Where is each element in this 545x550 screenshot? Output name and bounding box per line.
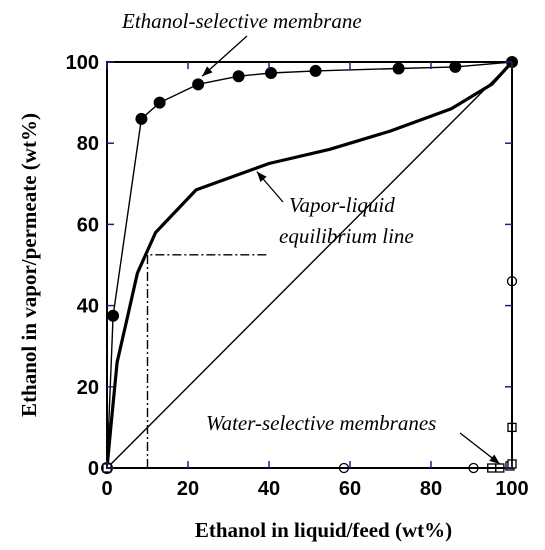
y-tick-label-20: 20 [77,377,99,399]
axes: 0 20 40 60 80 100 0 20 40 60 80 100 [66,52,529,500]
x-tick-label-0: 0 [101,478,112,500]
annotation-arrow-vle-head [256,171,267,183]
annotations [201,35,501,465]
x-axis-title: Ethanol in liquid/feed (wt%) [195,518,452,542]
vapor-liquid-equilibrium-line [105,60,514,469]
y-axis-title: Ethanol in vapor/permeate (wt%) [17,113,41,417]
ethanol-selective-membrane-point-8 [392,62,405,75]
x-tick-label-20: 20 [177,478,199,500]
y-tick-label-40: 40 [77,296,99,318]
ethanol-selective-membrane-point-3 [153,96,166,109]
construction-dash-dot-line [146,254,269,468]
annotation-ethanol-selective: Ethanol-selective membrane [121,9,362,33]
ethanol-selective-membrane-point-1 [107,309,120,322]
annotation-arrow-water-selective-head [489,454,500,464]
ethanol-selective-membrane-point-5 [232,70,245,83]
annotation-vle-line-1: Vapor-liquid [289,193,395,217]
plot-frame [106,61,513,469]
ethanol-selective-membrane-point-9 [449,60,462,73]
series-markers [101,56,518,474]
x-tick-label-40: 40 [258,478,280,500]
annotation-arrow-ethanol-selective-head [202,66,213,77]
x-tick-label-60: 60 [339,478,361,500]
x-tick-label-80: 80 [420,478,442,500]
y-tick-label-80: 80 [77,133,99,155]
ethanol-selective-membrane-point-6 [265,66,278,79]
ethanol-selective-membrane-point-2 [135,112,148,125]
ethanol-selective-membrane-point-4 [192,78,205,91]
y-tick-label-60: 60 [77,214,99,236]
ethanol-selective-membrane-point-7 [309,64,322,77]
y-tick-label-0: 0 [88,458,99,480]
annotation-water-selective: Water-selective membranes [206,411,436,435]
annotation-vle-line-2: equilibrium line [279,224,414,248]
x-tick-label-100: 100 [495,478,528,500]
diagonal-line [106,61,513,469]
y-tick-label-100: 100 [66,52,99,74]
series-lines [105,60,514,469]
